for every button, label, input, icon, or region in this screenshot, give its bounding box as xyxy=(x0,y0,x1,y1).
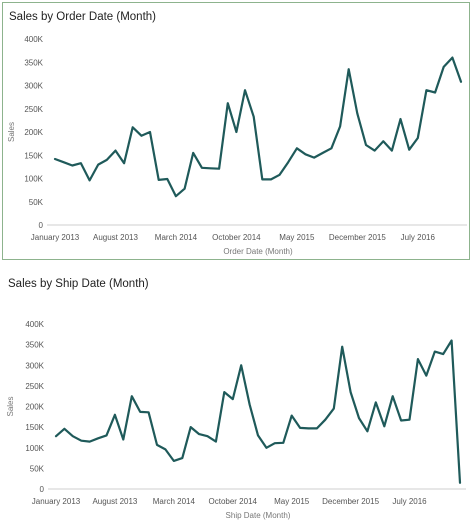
y-tick-label: 400K xyxy=(25,320,44,329)
y-tick-label: 250K xyxy=(24,105,43,114)
x-tick-label: July 2016 xyxy=(392,497,427,506)
y-axis-title: Sales xyxy=(6,396,15,416)
x-axis-title: Ship Date (Month) xyxy=(226,511,291,520)
y-tick-label: 200K xyxy=(24,128,43,137)
chart-title: Sales by Order Date (Month) xyxy=(9,11,157,23)
y-tick-label: 350K xyxy=(25,341,44,350)
y-tick-label: 400K xyxy=(24,35,43,44)
x-tick-label: August 2013 xyxy=(92,497,137,506)
y-tick-label: 250K xyxy=(25,382,44,391)
y-tick-label: 0 xyxy=(39,221,44,230)
y-tick-label: 150K xyxy=(24,151,43,160)
order-date-line-chart: 0 50K 100K 150K 200K 250K 300K 350K 400K January … xyxy=(7,35,467,256)
x-tick-label: January 2013 xyxy=(31,233,80,242)
ship-date-chart-panel: Sales by Ship Date (Month) 0 50K 100K 150K 2… xyxy=(2,270,470,526)
y-tick-label: 150K xyxy=(25,423,44,432)
y-axis-title: Sales xyxy=(7,122,16,142)
x-tick-label: October 2014 xyxy=(212,233,261,242)
y-tick-label: 200K xyxy=(25,403,44,412)
x-tick-label: October 2014 xyxy=(209,497,258,506)
y-tick-label: 50K xyxy=(29,198,44,207)
ship-date-line-chart: 0 50K 100K 150K 200K 250K 300K 350K 400K January … xyxy=(6,320,466,520)
x-tick-label: January 2013 xyxy=(32,497,81,506)
x-tick-label: May 2015 xyxy=(279,233,315,242)
x-tick-label: March 2014 xyxy=(153,497,196,506)
y-tick-label: 100K xyxy=(25,444,44,453)
sales-series-line xyxy=(53,56,463,198)
y-tick-label: 50K xyxy=(30,464,45,473)
y-tick-label: 300K xyxy=(24,82,43,91)
x-tick-label: August 2013 xyxy=(93,233,138,242)
x-tick-label: December 2015 xyxy=(322,497,379,506)
x-axis-title: Order Date (Month) xyxy=(223,247,293,256)
y-tick-label: 100K xyxy=(24,175,43,184)
chart-title: Sales by Ship Date (Month) xyxy=(8,278,149,290)
order-date-chart-panel: Sales by Order Date (Month) 0 50K 100K 150K… xyxy=(2,2,470,260)
x-tick-label: July 2016 xyxy=(401,233,436,242)
x-tick-label: December 2015 xyxy=(329,233,386,242)
sales-series-line xyxy=(54,339,462,484)
y-tick-label: 0 xyxy=(40,485,45,494)
y-tick-label: 300K xyxy=(25,361,44,370)
x-tick-label: March 2014 xyxy=(155,233,198,242)
x-tick-label: May 2015 xyxy=(274,497,310,506)
y-tick-label: 350K xyxy=(24,58,43,67)
